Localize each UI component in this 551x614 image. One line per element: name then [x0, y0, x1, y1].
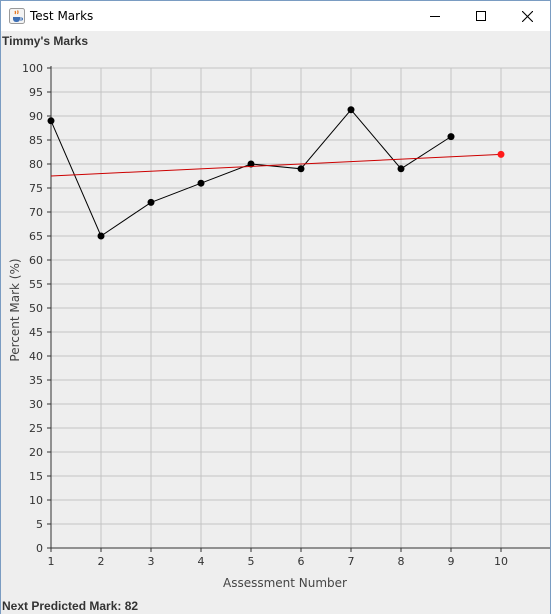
- next-predicted-mark: Next Predicted Mark: 82: [2, 599, 139, 613]
- y-tick-label: 30: [29, 398, 43, 411]
- y-tick-label: 65: [29, 230, 43, 243]
- trend-line: [50, 153, 502, 177]
- minimize-button[interactable]: [412, 1, 458, 31]
- y-tick-label: 90: [29, 110, 43, 123]
- x-tick-label: 5: [248, 555, 255, 568]
- data-point: [97, 232, 105, 240]
- data-point: [347, 106, 355, 114]
- y-tick-label: 75: [29, 182, 43, 195]
- data-point: [297, 165, 305, 173]
- x-tick-label: 8: [398, 555, 405, 568]
- close-icon: [521, 10, 533, 22]
- minimize-icon: [430, 16, 440, 17]
- y-tick-label: 0: [36, 542, 43, 555]
- x-tick-label: 1: [48, 555, 55, 568]
- maximize-icon: [476, 11, 486, 21]
- data-point: [147, 198, 155, 206]
- y-tick-label: 100: [22, 62, 43, 75]
- window-title: Test Marks: [30, 9, 94, 23]
- close-button[interactable]: [504, 1, 550, 31]
- x-tick-label: 2: [98, 555, 105, 568]
- x-tick-label: 7: [348, 555, 355, 568]
- data-point: [397, 165, 405, 173]
- x-tick-label: 6: [298, 555, 305, 568]
- y-tick-label: 20: [29, 446, 43, 459]
- y-tick-label: 10: [29, 494, 43, 507]
- chart-panel: 0 5 10 15 20 25 30 35 40 45 50 55 60 65 70 75 80 85 90 95 10…: [1, 31, 550, 614]
- data-point: [247, 160, 255, 168]
- data-point: [47, 117, 55, 125]
- y-axis-label: Percent Mark (%): [8, 258, 22, 361]
- x-axis-label: Assessment Number: [223, 576, 347, 590]
- y-tick-label: 85: [29, 134, 43, 147]
- chart-title: Timmy's Marks: [2, 34, 89, 48]
- y-tick-label: 80: [29, 158, 43, 171]
- y-tick-label: 55: [29, 278, 43, 291]
- y-tick-label: 15: [29, 470, 43, 483]
- y-tick-label: 45: [29, 326, 43, 339]
- x-tick-label: 10: [494, 555, 508, 568]
- java-coffee-icon: [9, 8, 25, 24]
- y-tick-label: 60: [29, 254, 43, 267]
- y-tick-label: 35: [29, 374, 43, 387]
- y-tick-label: 95: [29, 86, 43, 99]
- x-tick-label: 9: [448, 555, 455, 568]
- maximize-button[interactable]: [458, 1, 504, 31]
- marks-chart: 0510152025303540455055606570758085909510…: [8, 62, 550, 590]
- title-bar[interactable]: Test Marks: [1, 1, 550, 31]
- predicted-point: [497, 150, 505, 158]
- data-point: [447, 133, 455, 141]
- data-point: [197, 179, 205, 187]
- y-tick-label: 70: [29, 206, 43, 219]
- x-tick-label: 4: [198, 555, 205, 568]
- y-tick-label: 40: [29, 350, 43, 363]
- y-tick-label: 50: [29, 302, 43, 315]
- y-tick-label: 5: [36, 518, 43, 531]
- y-tick-label: 25: [29, 422, 43, 435]
- x-tick-label: 3: [148, 555, 155, 568]
